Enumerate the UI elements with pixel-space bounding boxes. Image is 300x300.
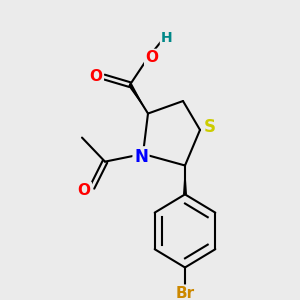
Text: S: S <box>204 118 216 136</box>
Text: Br: Br <box>176 286 195 300</box>
Text: H: H <box>161 31 173 44</box>
Polygon shape <box>183 166 187 194</box>
Text: O: O <box>146 50 158 65</box>
Text: N: N <box>134 148 148 166</box>
Text: O: O <box>89 70 103 85</box>
Polygon shape <box>128 84 148 113</box>
Text: O: O <box>77 183 91 198</box>
